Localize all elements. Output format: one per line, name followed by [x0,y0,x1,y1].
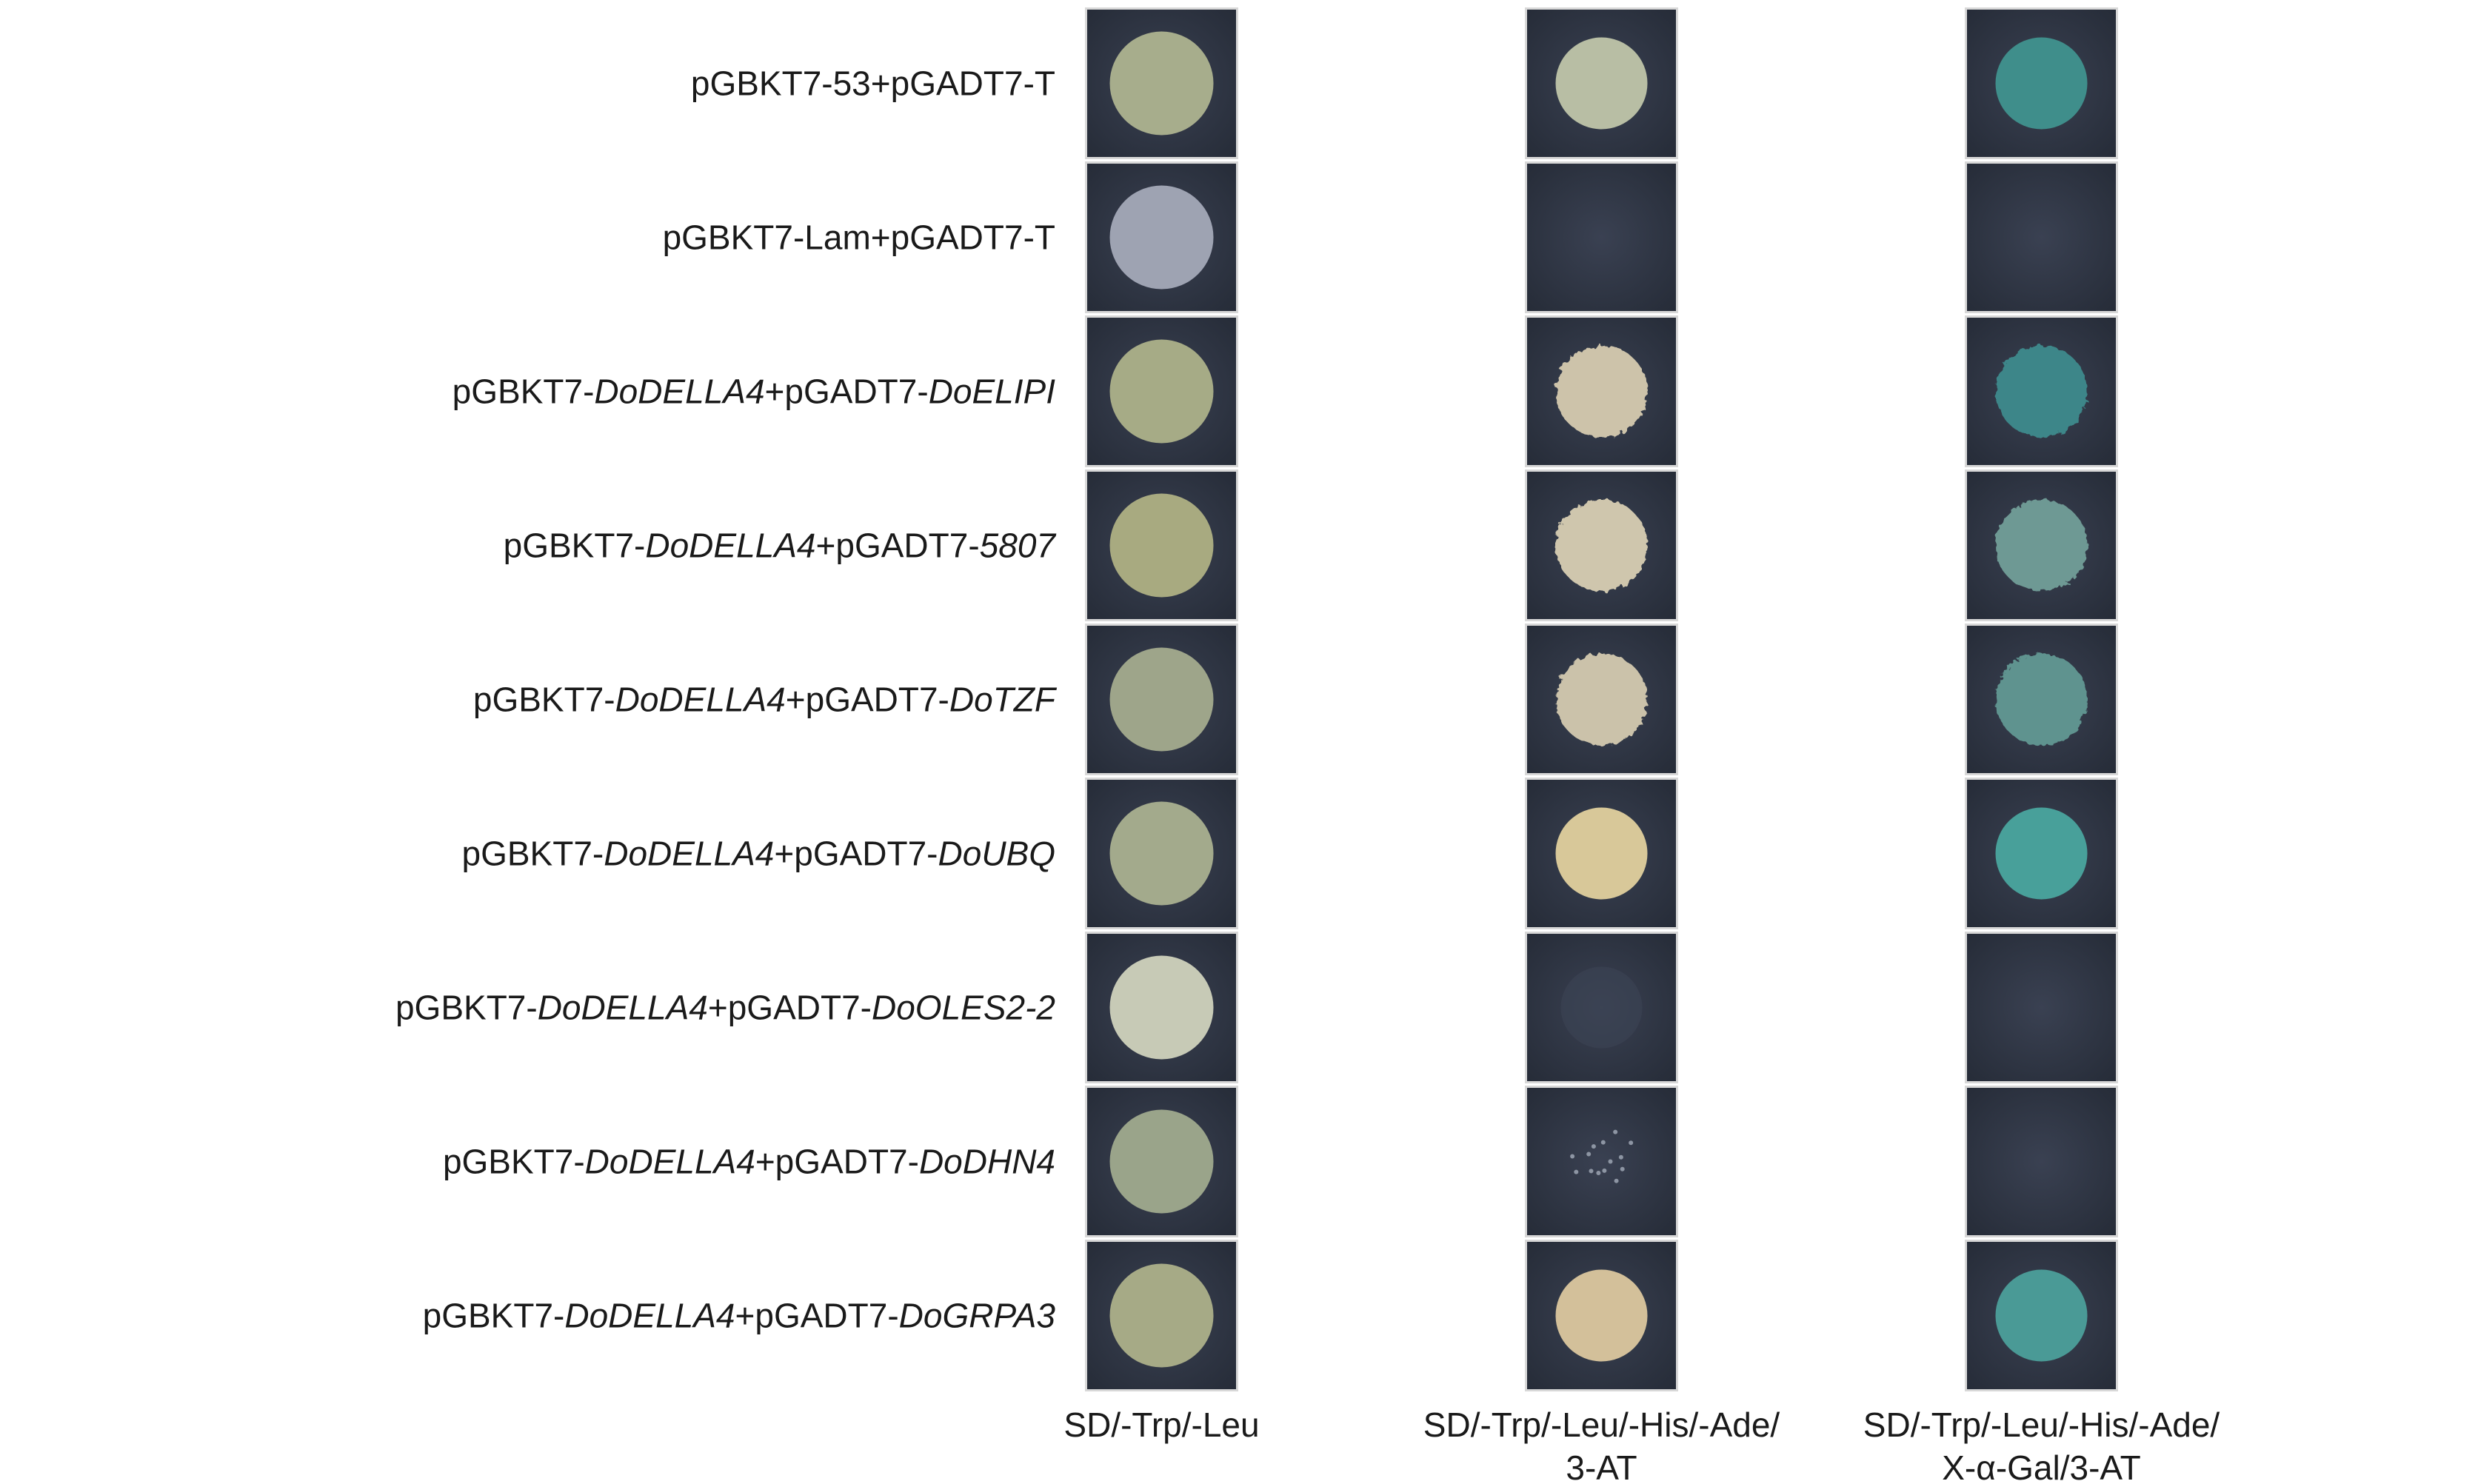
label-part: pGBKT7- [462,835,604,873]
colony [1555,499,1648,592]
colony [1555,653,1648,746]
colony [1109,339,1214,444]
label-part: +pGADT7- [786,681,949,719]
colony [1109,1109,1214,1214]
label-part: DoDELLA4 [564,1297,735,1335]
colony [1109,801,1214,906]
label-part: +pGADT7- [755,1143,919,1181]
colony [1109,31,1214,136]
colony [1629,1140,1634,1146]
label-part: pGBKT7- [443,1143,585,1181]
label-part: pGBKT7-53+pGADT7-T [691,64,1055,103]
colony [1555,1269,1648,1362]
plate-tile [1967,1088,2116,1235]
row-label: pGBKT7-53+pGADT7-T [691,64,1055,103]
colony [1560,966,1643,1049]
label-part: pGBKT7- [504,527,646,565]
colony [1555,345,1648,438]
colony [1591,1144,1596,1149]
label-part: DoTZF [949,681,1058,719]
row-label: pGBKT7-Lam+pGADT7-T [663,218,1055,257]
label-part: DoDELLA4 [645,527,815,565]
plate-tile [1967,164,2116,311]
colony [1618,1154,1623,1160]
label-part: DoGRPA3 [899,1297,1056,1335]
colony [1608,1159,1613,1164]
label-part: DoDELLA4 [615,681,786,719]
row-label: pGBKT7-DoDELLA4+pGADT7-DoDHN4 [443,1143,1055,1181]
colony [1574,1169,1579,1174]
label-part: +pGADT7- [735,1297,899,1335]
colony [1995,499,2088,592]
label-part: DoDELLA4 [585,1143,755,1181]
label-part: DoDELLA4 [594,372,764,411]
column-label: 3-AT [1566,1448,1637,1484]
colony [1995,345,2088,438]
label-part: DoDELLA4 [604,835,774,873]
colony [1614,1178,1619,1183]
colony [1600,1140,1606,1145]
label-part: +pGADT7- [765,372,929,411]
colony [1586,1152,1592,1157]
column-label: SD/-Trp/-Leu [1063,1406,1259,1444]
colony [1570,1154,1575,1159]
row-label: pGBKT7-DoDELLA4+pGADT7-5807 [504,527,1057,565]
column-label: SD/-Trp/-Leu/-His/-Ade/ [1423,1406,1780,1444]
colony [1995,1269,2088,1362]
colony [1109,647,1214,752]
row-label: pGBKT7-DoDELLA4+pGADT7-DoTZF [473,681,1058,719]
label-part: +pGADT7- [816,527,980,565]
plate-tile [1967,934,2116,1081]
label-part: DoDELLA4 [538,989,708,1027]
row-label: pGBKT7-DoDELLA4+pGADT7-DoOLES2-2 [395,989,1055,1027]
colony [1596,1170,1601,1175]
colony [1109,493,1214,598]
colony [1555,807,1648,900]
column-label: X-α-Gal/3-AT [1942,1448,2141,1484]
colony [1109,185,1214,290]
label-part: pGBKT7- [395,989,538,1027]
column-label: SD/-Trp/-Leu/-His/-Ade/ [1863,1406,2220,1444]
row-label: pGBKT7-DoDELLA4+pGADT7-DoELIPI [452,372,1056,411]
label-part: DoUBQ [938,835,1055,873]
plate-tile [1527,164,1676,311]
colony [1620,1166,1625,1172]
label-part: DoOLES2-2 [872,989,1055,1027]
label-part: +pGADT7- [708,989,872,1027]
colony [1109,955,1214,1060]
label-part: pGBKT7- [423,1297,565,1335]
label-part: 5807 [980,527,1057,565]
label-part: pGBKT7- [473,681,615,719]
label-part: pGBKT7-Lam+pGADT7-T [663,218,1055,257]
label-part: +pGADT7- [774,835,938,873]
plate-tile [1527,1088,1676,1235]
colony [1613,1129,1618,1134]
colony [1995,653,2088,746]
row-label: pGBKT7-DoDELLA4+pGADT7-DoUBQ [462,835,1056,873]
colony [1589,1169,1594,1174]
colony [1995,807,2088,900]
colony [1555,37,1648,130]
colony [1995,37,2088,130]
label-part: pGBKT7- [452,372,595,411]
label-part: DoDHN4 [919,1143,1055,1181]
colony [1109,1263,1214,1368]
row-label: pGBKT7-DoDELLA4+pGADT7-DoGRPA3 [423,1297,1056,1335]
label-part: DoELIPI [929,372,1056,411]
colony [1602,1168,1607,1173]
